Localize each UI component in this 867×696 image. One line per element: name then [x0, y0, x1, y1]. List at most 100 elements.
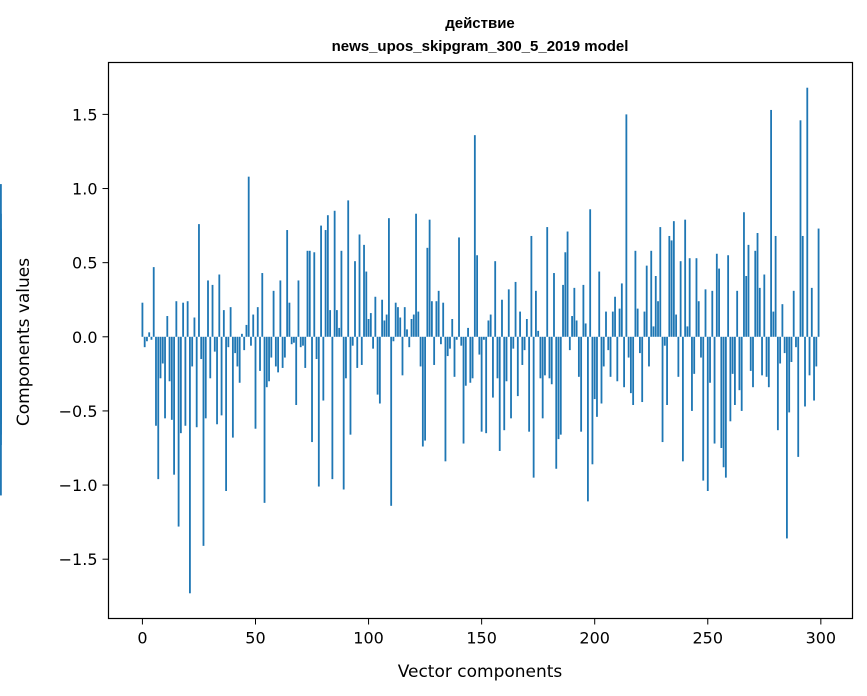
bar — [478, 336, 481, 355]
bar — [521, 336, 524, 365]
bar — [736, 290, 739, 337]
bar — [179, 336, 182, 434]
bar — [758, 287, 761, 337]
bar — [146, 336, 148, 342]
bar — [186, 301, 189, 337]
bar — [519, 311, 521, 337]
bar — [0, 336, 2, 413]
bar — [783, 336, 786, 354]
y-axis-ticks: −1.5 −1.0 −0.5 0.0 0.5 1.0 1.5 — [59, 105, 109, 569]
bar — [654, 276, 657, 337]
bar — [299, 336, 302, 348]
bar — [611, 311, 614, 337]
bar — [218, 274, 221, 337]
bar — [629, 336, 632, 394]
bar — [679, 261, 682, 337]
y-tick-label: −1.0 — [59, 476, 98, 495]
bar — [159, 336, 162, 379]
y-tick-label: −0.5 — [59, 402, 98, 421]
bar — [618, 308, 621, 337]
bar — [410, 319, 413, 337]
bar — [388, 218, 390, 337]
bar — [781, 304, 784, 337]
bar — [704, 289, 707, 337]
bar — [557, 336, 560, 440]
x-tick-label: 100 — [353, 629, 384, 648]
bar — [297, 280, 300, 337]
bar — [204, 336, 207, 419]
chart-title: действие news_upos_skipgram_300_5_2019 m… — [332, 15, 629, 55]
bar — [788, 336, 791, 413]
bar — [417, 311, 420, 337]
bar — [261, 273, 264, 337]
bar — [528, 336, 531, 432]
bar — [684, 219, 687, 337]
bar — [555, 336, 558, 469]
bar — [168, 336, 171, 382]
bar — [193, 317, 196, 337]
bar — [177, 336, 180, 527]
bar — [141, 302, 144, 337]
bar — [485, 336, 488, 434]
bar — [345, 336, 347, 379]
bar — [152, 267, 155, 337]
bar — [582, 284, 585, 337]
bar — [548, 336, 551, 379]
bar — [415, 213, 417, 337]
x-tick-label: 200 — [579, 629, 610, 648]
bar — [550, 336, 553, 385]
bar — [295, 336, 298, 405]
bar — [648, 336, 650, 367]
bar — [643, 311, 646, 337]
bar — [559, 336, 562, 435]
bar — [390, 336, 393, 506]
bar — [607, 336, 610, 351]
bar — [338, 327, 341, 337]
bar — [283, 336, 286, 358]
bar — [734, 336, 736, 405]
bar — [675, 314, 678, 337]
bar — [455, 336, 458, 340]
bar — [745, 276, 748, 337]
bar — [369, 313, 372, 337]
bar — [259, 336, 261, 371]
bar — [709, 336, 711, 383]
bar — [460, 336, 463, 346]
bar — [668, 235, 671, 337]
bar — [374, 296, 377, 337]
bar — [577, 336, 580, 377]
bar — [516, 336, 519, 397]
bar — [378, 336, 381, 404]
bar — [614, 296, 616, 337]
bar — [426, 247, 429, 337]
bar — [222, 310, 225, 337]
bar — [241, 333, 243, 337]
bar — [170, 336, 173, 420]
bar — [0, 310, 2, 337]
bar — [166, 316, 169, 337]
bar — [315, 336, 318, 360]
bar — [650, 250, 653, 337]
bar — [143, 336, 146, 348]
bar — [713, 336, 716, 444]
bar — [331, 336, 334, 480]
bar — [265, 336, 268, 388]
bar — [600, 336, 603, 404]
bar — [286, 230, 289, 337]
bar — [752, 336, 754, 388]
x-axis-ticks: 0 50 100 150 200 250 300 — [137, 618, 836, 648]
bar — [150, 336, 153, 340]
bar — [419, 336, 422, 367]
bar — [220, 336, 223, 416]
bar — [810, 287, 813, 337]
bar — [428, 219, 431, 337]
bar — [792, 290, 795, 337]
bar — [274, 336, 277, 367]
bar — [546, 227, 549, 337]
bar — [541, 336, 544, 419]
y-tick-label: 0.5 — [72, 254, 97, 273]
bar — [207, 280, 209, 337]
bar — [761, 336, 763, 376]
bar — [772, 311, 775, 337]
bar — [161, 336, 164, 364]
